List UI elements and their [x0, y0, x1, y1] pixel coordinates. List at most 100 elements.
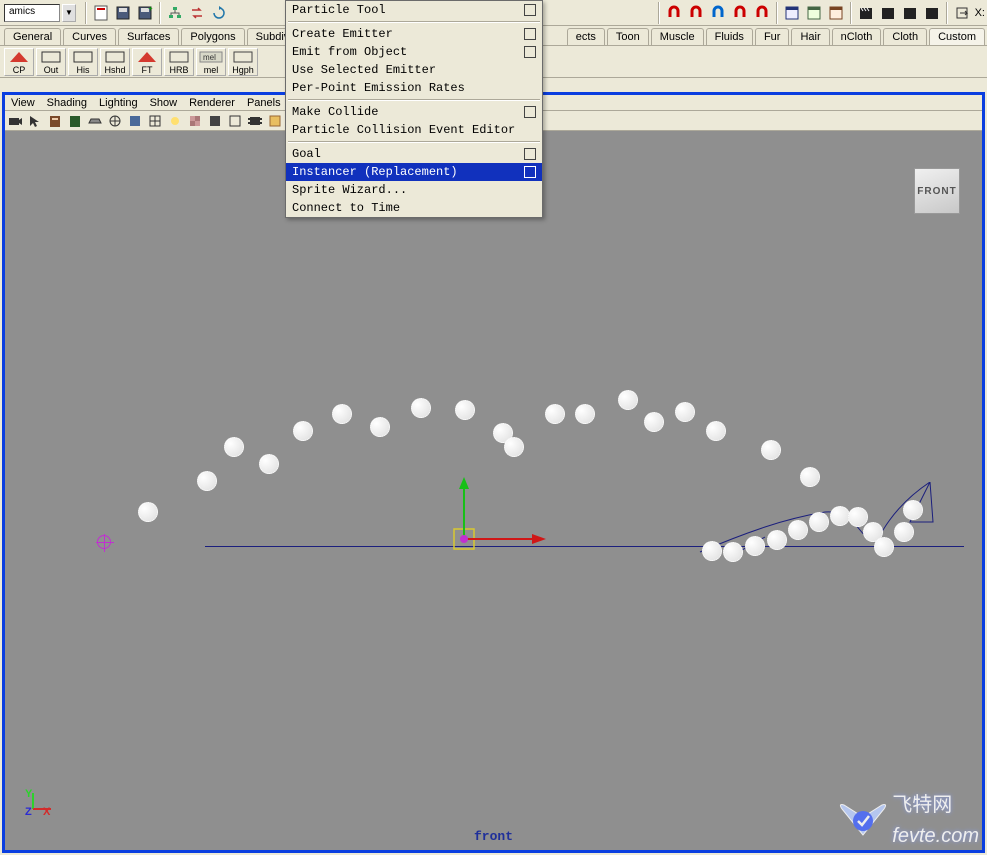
- option-box-icon[interactable]: [524, 46, 536, 58]
- particle: [723, 542, 743, 562]
- vt-xray-icon[interactable]: [206, 112, 224, 130]
- option-box-icon[interactable]: [524, 28, 536, 40]
- vt-iso-icon[interactable]: [226, 112, 244, 130]
- menu-item-use-selected-emitter[interactable]: Use Selected Emitter: [286, 61, 542, 79]
- swap-icon[interactable]: [188, 4, 206, 22]
- vt-grid-icon[interactable]: [146, 112, 164, 130]
- viewport-label: front: [474, 829, 513, 844]
- menu-item-goal[interactable]: Goal: [286, 145, 542, 163]
- axis-z-label: Z: [25, 806, 32, 818]
- vt-light-icon[interactable]: [166, 112, 184, 130]
- tab-cloth[interactable]: Cloth: [883, 28, 927, 45]
- shelf-btn-cp[interactable]: CP: [4, 48, 34, 76]
- tab-fur[interactable]: Fur: [755, 28, 790, 45]
- tab-toon[interactable]: Toon: [607, 28, 649, 45]
- pdf-icon[interactable]: [92, 4, 110, 22]
- menu-item-particle-tool[interactable]: Particle Tool: [286, 1, 542, 19]
- menu-item-create-emitter[interactable]: Create Emitter: [286, 25, 542, 43]
- magnet-blue-icon[interactable]: [709, 4, 727, 22]
- menu-item-emit-from-object[interactable]: Emit from Object: [286, 43, 542, 61]
- reload-icon[interactable]: [210, 4, 228, 22]
- clapper4-icon[interactable]: [923, 4, 941, 22]
- move-manipulator[interactable]: [450, 477, 550, 577]
- option-box-icon[interactable]: [524, 106, 536, 118]
- mode-dropdown[interactable]: amics: [4, 4, 60, 22]
- menu-item-connect-to-time[interactable]: Connect to Time: [286, 199, 542, 217]
- vt-wire-icon[interactable]: [106, 112, 124, 130]
- option-box-icon[interactable]: [524, 4, 536, 16]
- tab-custom[interactable]: Custom: [929, 28, 985, 45]
- particle: [370, 417, 390, 437]
- menu-item-instancer-replacement[interactable]: Instancer (Replacement): [286, 163, 542, 181]
- viewmenu-renderer[interactable]: Renderer: [183, 97, 241, 109]
- shelf-btn-hgph[interactable]: Hgph: [228, 48, 258, 76]
- window-icon[interactable]: [783, 4, 801, 22]
- particle: [761, 440, 781, 460]
- viewmenu-lighting[interactable]: Lighting: [93, 97, 144, 109]
- menu-item-make-collide[interactable]: Make Collide: [286, 103, 542, 121]
- window2-icon[interactable]: [805, 4, 823, 22]
- tab-muscle[interactable]: Muscle: [651, 28, 704, 45]
- clapper2-icon[interactable]: [879, 4, 897, 22]
- tab-effects[interactable]: ects: [567, 28, 605, 45]
- viewcube[interactable]: FRONT: [914, 168, 960, 214]
- tab-general[interactable]: General: [4, 28, 61, 45]
- vt-shaded-icon[interactable]: [126, 112, 144, 130]
- option-box-icon[interactable]: [524, 148, 536, 160]
- tab-fluids[interactable]: Fluids: [706, 28, 753, 45]
- particle: [800, 467, 820, 487]
- clapper3-icon[interactable]: [901, 4, 919, 22]
- viewport-3d[interactable]: FRONT: [5, 132, 982, 850]
- particle: [706, 421, 726, 441]
- magnet-red4-icon[interactable]: [753, 4, 771, 22]
- vt-tex-icon[interactable]: [186, 112, 204, 130]
- emitter-gizmo[interactable]: [97, 535, 111, 549]
- vt-book2-icon[interactable]: [66, 112, 84, 130]
- vt-camera-icon[interactable]: [6, 112, 24, 130]
- vt-sel-icon[interactable]: [266, 112, 284, 130]
- save-plus-icon[interactable]: +: [136, 4, 154, 22]
- tab-curves[interactable]: Curves: [63, 28, 116, 45]
- tab-surfaces[interactable]: Surfaces: [118, 28, 179, 45]
- shelf-btn-his[interactable]: His: [68, 48, 98, 76]
- particle: [675, 402, 695, 422]
- hierarchy-icon[interactable]: [166, 4, 184, 22]
- magnet-red3-icon[interactable]: [731, 4, 749, 22]
- vt-select-icon[interactable]: [26, 112, 44, 130]
- viewmenu-show[interactable]: Show: [144, 97, 184, 109]
- menu-item-per-point-emission-rates[interactable]: Per-Point Emission Rates: [286, 79, 542, 97]
- magnet-red2-icon[interactable]: [687, 4, 705, 22]
- viewmenu-panels[interactable]: Panels: [241, 97, 287, 109]
- particle: [259, 454, 279, 474]
- clapper-icon[interactable]: [857, 4, 875, 22]
- magnet-red-icon[interactable]: [665, 4, 683, 22]
- shelf-btn-hrb[interactable]: HRB: [164, 48, 194, 76]
- axis-indicator: Y Z X: [23, 787, 63, 830]
- option-box-icon[interactable]: [524, 166, 536, 178]
- menu-item-particle-collision-event-editor[interactable]: Particle Collision Event Editor: [286, 121, 542, 139]
- shelf-btn-mel[interactable]: melmel: [196, 48, 226, 76]
- particle: [809, 512, 829, 532]
- vt-film-icon[interactable]: [246, 112, 264, 130]
- vt-plane-icon[interactable]: [86, 112, 104, 130]
- particle: [197, 471, 217, 491]
- axis-x-label: X: [43, 806, 51, 818]
- shelf-btn-ft[interactable]: FT: [132, 48, 162, 76]
- particle: [702, 541, 722, 561]
- arrow-box-icon[interactable]: [953, 4, 971, 22]
- particle: [745, 536, 765, 556]
- particle: [830, 506, 850, 526]
- vt-book-icon[interactable]: [46, 112, 64, 130]
- window3-icon[interactable]: [827, 4, 845, 22]
- save-icon[interactable]: [114, 4, 132, 22]
- viewmenu-shading[interactable]: Shading: [41, 97, 93, 109]
- shelf-btn-hshd[interactable]: Hshd: [100, 48, 130, 76]
- tab-hair[interactable]: Hair: [791, 28, 829, 45]
- shelf-btn-out[interactable]: Out: [36, 48, 66, 76]
- tab-polygons[interactable]: Polygons: [181, 28, 244, 45]
- menu-item-sprite-wizard[interactable]: Sprite Wizard...: [286, 181, 542, 199]
- mode-dropdown-arrow-icon[interactable]: ▼: [62, 4, 76, 22]
- particle: [504, 437, 524, 457]
- viewmenu-view[interactable]: View: [5, 97, 41, 109]
- tab-ncloth[interactable]: nCloth: [832, 28, 882, 45]
